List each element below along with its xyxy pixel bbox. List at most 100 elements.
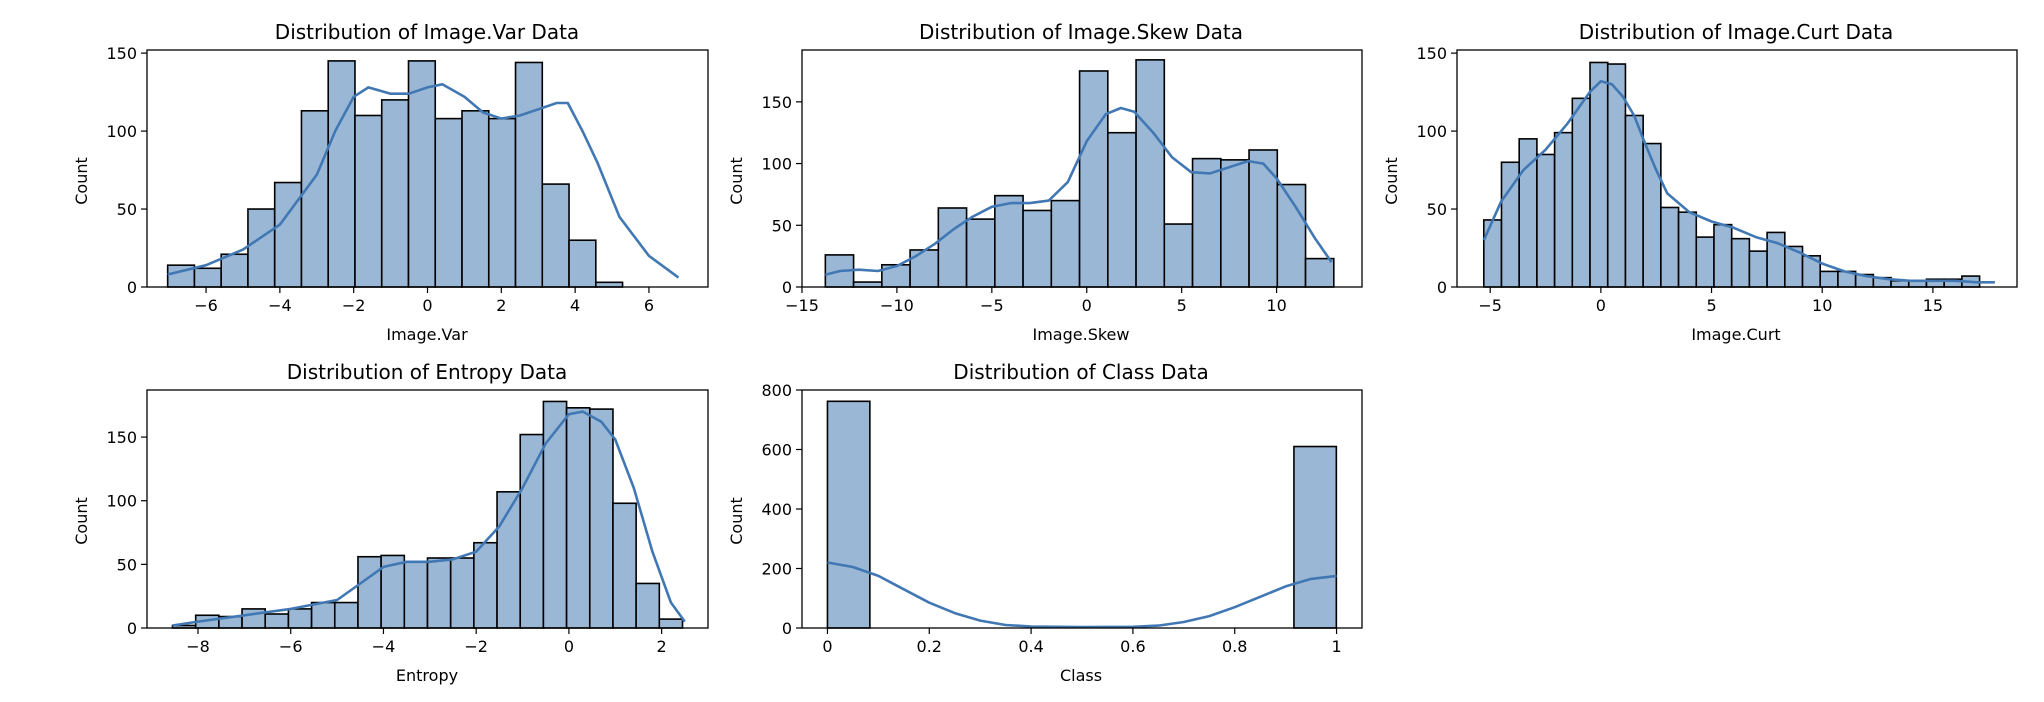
- skew-histogram-bar: [1107, 131, 1137, 288]
- class-histogram-bar: [1293, 445, 1338, 629]
- curt-y-tick-label: 0: [1437, 278, 1447, 297]
- var-y-tick-label: 150: [106, 44, 137, 63]
- entropy-y-tick-label: 50: [117, 555, 137, 574]
- skew-histogram-bar: [994, 194, 1024, 288]
- class-x-tick-label: 0.4: [1018, 637, 1043, 656]
- var-x-tick-label: −2: [342, 296, 366, 315]
- var-histogram-bar: [407, 60, 437, 288]
- curt-x-tick-label: 10: [1812, 296, 1832, 315]
- panel-class: 0 0.2 0.4 0.6 0.8 1 0 200 400 600 800 Distribution…: [727, 360, 1363, 685]
- var-histogram-bar: [380, 99, 410, 288]
- curt-axes-frame: [1456, 49, 2018, 288]
- class-kde-line: [827, 561, 1337, 629]
- entropy-kde-line: [172, 410, 686, 627]
- skew-axes-frame: [801, 49, 1363, 288]
- var-y-tick-label: 100: [106, 122, 137, 141]
- skew-histogram-bar: [1022, 209, 1053, 288]
- skew-kde-line: [824, 106, 1333, 276]
- entropy-histogram-bar: [565, 407, 591, 629]
- curt-y-tick-label: 150: [1416, 44, 1447, 63]
- entropy-histogram-bar: [473, 541, 498, 629]
- curt-histogram-bar: [1660, 206, 1680, 288]
- var-x-tick-label: −4: [268, 296, 292, 315]
- curt-x-tick-label: 5: [1706, 296, 1716, 315]
- var-histogram-bar: [300, 110, 330, 288]
- skew-chart-title: Distribution of Image.Skew Data: [919, 20, 1243, 44]
- var-x-tick-label: −6: [194, 296, 218, 315]
- entropy-y-tick-label: 100: [106, 492, 137, 511]
- panel-entropy: −8 −6 −4 −2 0 2 0 50 100 150 Distribution of Entr…: [72, 360, 709, 685]
- entropy-histogram-bar: [403, 561, 429, 629]
- skew-histogram-bar: [1220, 159, 1250, 288]
- entropy-histogram-bar: [635, 582, 661, 629]
- class-chart-title: Distribution of Class Data: [953, 360, 1208, 384]
- entropy-histogram-bar: [310, 601, 336, 629]
- curt-histogram-bar: [1713, 223, 1733, 288]
- skew-x-tick-label: 0: [1082, 296, 1092, 315]
- curt-histogram-bar: [1819, 270, 1839, 288]
- skew-histogram-bar: [937, 207, 968, 288]
- var-histogram-bar: [461, 110, 490, 288]
- entropy-histogram-bar: [658, 618, 684, 629]
- entropy-histogram-bar: [612, 502, 637, 629]
- curt-histogram-bar: [1624, 114, 1644, 288]
- var-histogram-bar: [273, 181, 303, 288]
- class-y-tick-label: 600: [761, 441, 792, 460]
- entropy-histogram-bar: [333, 601, 359, 629]
- skew-x-tick-label: −15: [785, 296, 819, 315]
- var-x-tick-label: 6: [644, 296, 654, 315]
- entropy-x-tick-label: −8: [186, 637, 210, 656]
- class-x-tick-label: 0.8: [1222, 637, 1247, 656]
- entropy-histogram-bar: [449, 557, 475, 629]
- skew-histogram-bar: [1135, 59, 1166, 288]
- curt-histogram-bar: [1730, 237, 1751, 288]
- skew-histogram-bar: [965, 218, 996, 288]
- entropy-plot-layer: −8 −6 −4 −2 0 2 0 50 100 150: [106, 389, 709, 656]
- var-histogram-bar: [354, 114, 383, 288]
- entropy-y-tick-label: 0: [127, 619, 137, 638]
- skew-histogram-bar: [1078, 70, 1109, 288]
- class-x-tick-label: 0.2: [917, 637, 942, 656]
- skew-x-tick-label: −10: [880, 296, 914, 315]
- curt-y-tick-label: 50: [1427, 200, 1447, 219]
- skew-histogram-bar: [1191, 157, 1222, 288]
- skew-y-tick-label: 50: [772, 216, 792, 235]
- entropy-histogram-bar: [357, 555, 382, 629]
- skew-histogram-bar: [1163, 223, 1194, 288]
- skew-x-tick-label: 10: [1266, 296, 1286, 315]
- entropy-x-tick-label: 0: [564, 637, 574, 656]
- curt-kde-line: [1482, 79, 1995, 284]
- var-histogram-bar: [220, 253, 249, 288]
- skew-histogram-bar: [1050, 199, 1081, 288]
- class-x-tick-label: 0.6: [1120, 637, 1145, 656]
- curt-histogram-bar: [1642, 142, 1662, 288]
- panel-var: −6 −4 −2 0 2 4 6 0 50 100 150 Distribution of Imag…: [72, 20, 709, 344]
- class-x-axis-label: Class: [1060, 666, 1102, 685]
- entropy-histogram-bar: [542, 400, 568, 629]
- var-y-axis-label: Count: [72, 157, 91, 205]
- curt-x-tick-label: 0: [1596, 296, 1606, 315]
- entropy-histogram-bar: [519, 433, 545, 629]
- skew-y-tick-label: 150: [761, 93, 792, 112]
- var-x-tick-label: 0: [422, 296, 432, 315]
- curt-x-tick-label: 15: [1923, 296, 1943, 315]
- entropy-x-tick-label: −2: [464, 637, 488, 656]
- skew-y-tick-label: 0: [782, 278, 792, 297]
- var-y-tick-label: 50: [117, 200, 137, 219]
- var-x-tick-label: 2: [496, 296, 506, 315]
- skew-histogram-bar: [852, 281, 883, 288]
- class-y-tick-label: 800: [761, 381, 792, 400]
- class-y-axis-label: Count: [727, 497, 746, 545]
- class-y-tick-label: 400: [761, 500, 792, 519]
- var-histogram-bar: [327, 60, 356, 288]
- entropy-x-tick-label: 2: [657, 637, 667, 656]
- curt-histogram-bar: [1553, 131, 1574, 288]
- skew-histogram-bar: [1304, 257, 1335, 288]
- var-kde-line: [167, 83, 680, 279]
- var-histogram-bar: [594, 281, 624, 288]
- var-histogram-bar: [568, 239, 597, 288]
- curt-histogram-bar: [1748, 250, 1768, 288]
